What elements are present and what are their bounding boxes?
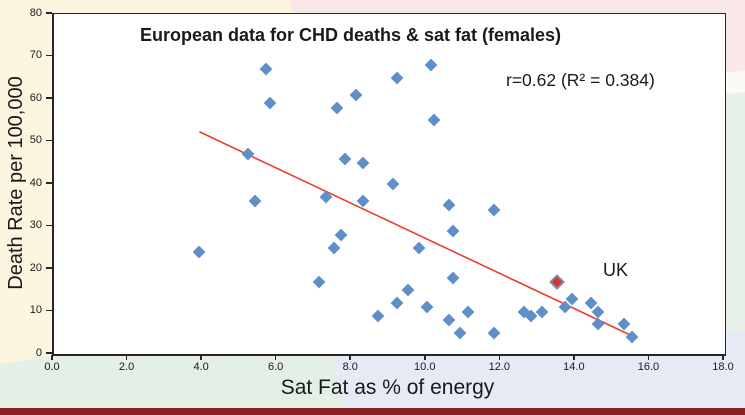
data-point	[427, 113, 441, 127]
x-tick-mark	[349, 354, 351, 360]
chart-title: European data for CHD deaths & sat fat (…	[139, 25, 562, 45]
y-tick-mark	[46, 139, 52, 142]
data-point	[327, 241, 340, 255]
data-point	[312, 275, 326, 289]
data-point	[424, 58, 437, 72]
data-point	[390, 71, 404, 85]
x-tick-mark	[200, 354, 202, 360]
data-point	[591, 305, 605, 318]
x-tick-label: 10.0	[414, 361, 436, 373]
data-point	[338, 152, 352, 165]
x-tick-label: 6.0	[268, 361, 284, 373]
x-tick-mark	[573, 354, 575, 360]
x-axis-title: Sat Fat as % of energy	[280, 376, 495, 399]
x-tick-mark	[498, 354, 501, 360]
y-tick-label: 60	[29, 91, 42, 104]
y-tick-mark	[46, 182, 52, 184]
x-tick-label: 8.0	[342, 361, 358, 373]
x-tick-mark	[722, 354, 724, 360]
plot-area: European data for CHD deaths & sat fat (…	[52, 13, 726, 356]
data-point	[349, 88, 363, 102]
data-point	[617, 317, 631, 331]
data-point	[260, 62, 273, 76]
data-point	[487, 203, 501, 216]
data-point	[487, 326, 501, 340]
data-point	[371, 309, 385, 323]
data-point	[446, 271, 460, 284]
x-tick-label: 18.0	[712, 361, 734, 373]
uk-data-point	[549, 273, 566, 290]
y-tick-label: 70	[29, 49, 42, 61]
x-tick-label: 0.0	[44, 361, 60, 373]
data-point	[241, 147, 255, 161]
x-tick-label: 12.0	[488, 361, 511, 373]
y-tick-label: 40	[29, 176, 42, 189]
data-point	[357, 156, 370, 170]
y-tick-mark	[46, 54, 52, 57]
y-tick-mark	[46, 352, 52, 354]
data-point	[442, 313, 456, 327]
background-band	[0, 408, 745, 415]
y-tick-label: 20	[29, 261, 42, 274]
data-point	[442, 198, 456, 212]
data-point	[535, 305, 549, 318]
data-point	[461, 305, 475, 318]
data-point	[625, 330, 639, 344]
data-point	[412, 241, 426, 255]
data-point	[401, 283, 415, 297]
y-tick-mark	[46, 309, 52, 312]
y-tick-label: 10	[29, 304, 42, 316]
x-tick-label: 16.0	[637, 361, 660, 373]
data-point	[386, 177, 400, 191]
data-point	[193, 245, 206, 259]
y-tick-label: 30	[29, 219, 42, 231]
x-tick-label: 4.0	[193, 361, 209, 373]
y-tick-mark	[46, 12, 52, 14]
data-point	[357, 194, 370, 208]
data-point	[420, 300, 434, 314]
x-tick-mark	[51, 354, 53, 360]
data-point	[319, 190, 333, 204]
data-point	[453, 326, 467, 340]
data-point	[446, 224, 460, 238]
data-point	[248, 194, 262, 208]
data-point	[263, 96, 277, 110]
x-tick-mark	[125, 354, 128, 360]
scatter-points	[54, 14, 725, 354]
data-point	[591, 317, 605, 331]
x-tick-mark	[424, 354, 426, 360]
uk-point-label: UK	[603, 260, 629, 280]
y-tick-label: 50	[29, 134, 42, 146]
data-point	[334, 228, 348, 242]
y-tick-label: 0	[35, 346, 42, 359]
data-point	[330, 101, 344, 114]
correlation-annotation: r=0.62 (R² = 0.384)	[506, 70, 655, 90]
x-tick-mark	[274, 354, 277, 360]
y-tick-label: 80	[29, 6, 42, 19]
y-tick-mark	[46, 97, 52, 99]
x-tick-label: 2.0	[118, 361, 135, 373]
x-tick-mark	[647, 354, 650, 360]
y-tick-mark	[46, 267, 52, 269]
x-tick-label: 14.0	[563, 361, 585, 373]
data-point	[390, 296, 404, 310]
trend-line	[199, 131, 633, 337]
y-tick-mark	[46, 224, 52, 227]
